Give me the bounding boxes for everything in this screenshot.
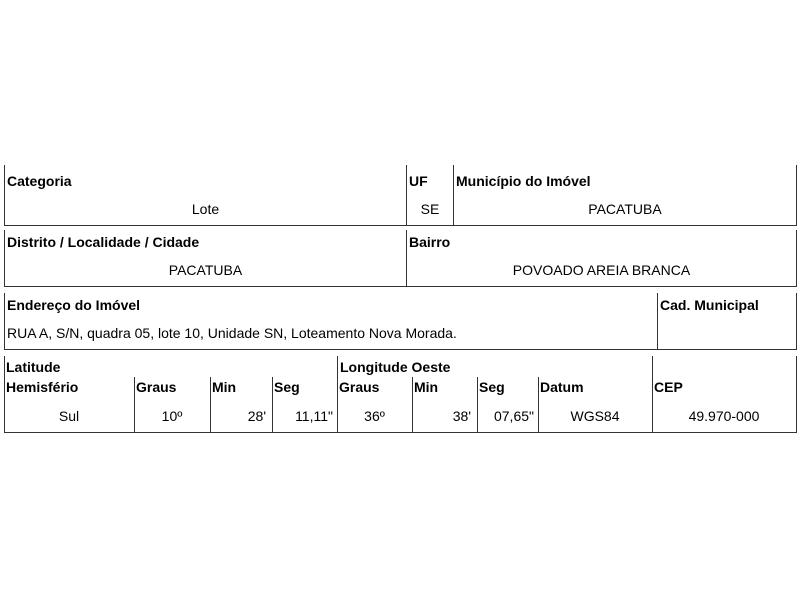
hemisferio-label: Hemisfério [6, 379, 79, 395]
latitude-label: Latitude [6, 359, 61, 375]
lat-min-value: 28' [247, 408, 266, 424]
uf-field: UF SE [406, 165, 453, 225]
cep: CEP 49.970-000 [652, 377, 796, 432]
distrito-field: Distrito / Localidade / Cidade PACATUBA [4, 230, 406, 286]
municipio-label: Município do Imóvel [456, 173, 591, 189]
lat-graus-label: Graus [136, 379, 177, 395]
hemisferio-value: Sul [58, 408, 80, 424]
bairro-value: POVOADO AREIA BRANCA [512, 262, 691, 278]
lon-seg-value: 07,65" [493, 408, 534, 424]
lat-min: Min 28' [210, 377, 272, 432]
divider [4, 286, 797, 287]
endereco-label: Endereço do Imóvel [7, 297, 141, 313]
coord-hemisferio: Hemisfério Sul [4, 377, 134, 432]
distrito-label: Distrito / Localidade / Cidade [7, 234, 200, 250]
categoria-field: Categoria Lote [4, 165, 406, 225]
endereco-value: RUA A, S/N, quadra 05, lote 10, Unidade … [7, 325, 457, 341]
distrito-value: PACATUBA [168, 262, 243, 278]
lon-seg: Seg 07,65" [477, 377, 538, 432]
divider [337, 356, 338, 432]
lat-graus: Graus 10º [134, 377, 210, 432]
uf-value: SE [420, 201, 440, 217]
lon-graus: Graus 36º [337, 377, 412, 432]
divider [4, 432, 797, 433]
bairro-label: Bairro [409, 234, 451, 250]
cep-value: 49.970-000 [688, 408, 760, 424]
cad-municipal-field: Cad. Municipal [657, 293, 797, 349]
bairro-field: Bairro POVOADO AREIA BRANCA [406, 230, 797, 286]
lat-graus-value: 10º [161, 408, 183, 424]
divider [210, 377, 211, 432]
longitude-label: Longitude Oeste [340, 359, 451, 375]
lon-min-value: 38' [452, 408, 471, 424]
categoria-label: Categoria [7, 173, 72, 189]
lat-seg: Seg 11,11" [272, 377, 337, 432]
cep-label: CEP [654, 379, 683, 395]
divider [4, 349, 797, 350]
datum: Datum WGS84 [538, 377, 652, 432]
lon-min-label: Min [414, 379, 439, 395]
lat-seg-label: Seg [274, 379, 300, 395]
border-right [796, 356, 797, 432]
divider [477, 377, 478, 432]
endereco-field: Endereço do Imóvel RUA A, S/N, quadra 05… [4, 293, 657, 349]
municipio-field: Município do Imóvel PACATUBA [453, 165, 797, 225]
border-left [4, 356, 5, 432]
cad-municipal-label: Cad. Municipal [660, 297, 759, 313]
divider [134, 377, 135, 432]
datum-label: Datum [540, 379, 584, 395]
lon-graus-value: 36º [364, 408, 385, 424]
lon-seg-label: Seg [479, 379, 505, 395]
municipio-value: PACATUBA [588, 201, 662, 217]
divider [412, 377, 413, 432]
divider [652, 356, 653, 432]
uf-label: UF [409, 173, 428, 189]
divider [538, 377, 539, 432]
datum-value: WGS84 [570, 408, 620, 424]
lat-min-label: Min [212, 379, 237, 395]
lon-graus-label: Graus [339, 379, 380, 395]
lat-seg-value: 11,11" [295, 408, 333, 424]
categoria-value: Lote [191, 201, 220, 217]
divider [272, 377, 273, 432]
lon-min: Min 38' [412, 377, 477, 432]
divider [4, 225, 797, 226]
